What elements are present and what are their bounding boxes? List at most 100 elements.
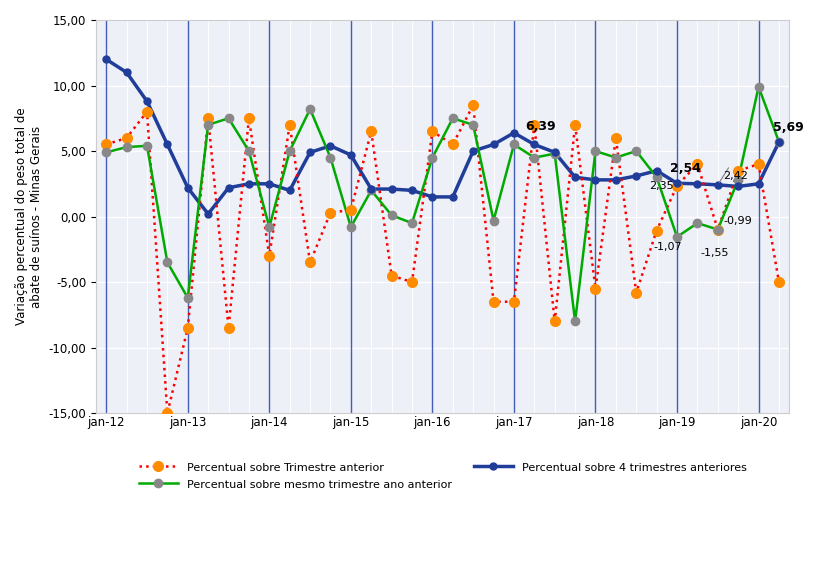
- Percentual sobre 4 trimestres anteriores: [102, 56, 111, 62]
- Text: 2,42: 2,42: [722, 171, 747, 181]
- Percentual sobre 4 trimestres anteriores: [447, 194, 457, 200]
- Percentual sobre mesmo trimestre ano anterior: [529, 154, 539, 161]
- Percentual sobre mesmo trimestre ano anterior: [346, 224, 355, 230]
- Y-axis label: Variação percentual do peso total de
abate de suínos - Minas Gerais: Variação percentual do peso total de aba…: [15, 108, 43, 325]
- Percentual sobre 4 trimestres anteriores: [773, 138, 783, 145]
- Percentual sobre 4 trimestres anteriores: [162, 141, 172, 148]
- Percentual sobre mesmo trimestre ano anterior: [284, 148, 294, 154]
- Percentual sobre Trimestre anterior: [509, 298, 518, 305]
- Percentual sobre Trimestre anterior: [631, 289, 640, 296]
- Percentual sobre Trimestre anterior: [142, 108, 152, 115]
- Percentual sobre mesmo trimestre ano anterior: [406, 220, 416, 226]
- Percentual sobre mesmo trimestre ano anterior: [121, 144, 131, 150]
- Percentual sobre mesmo trimestre ano anterior: [773, 138, 783, 145]
- Percentual sobre mesmo trimestre ano anterior: [244, 148, 254, 154]
- Percentual sobre 4 trimestres anteriores: [203, 211, 213, 217]
- Percentual sobre Trimestre anterior: [244, 115, 254, 122]
- Percentual sobre mesmo trimestre ano anterior: [732, 176, 742, 183]
- Percentual sobre mesmo trimestre ano anterior: [447, 115, 457, 122]
- Percentual sobre 4 trimestres anteriores: [610, 176, 620, 183]
- Line: Percentual sobre Trimestre anterior: Percentual sobre Trimestre anterior: [106, 105, 778, 413]
- Text: 6,39: 6,39: [524, 120, 555, 133]
- Percentual sobre Trimestre anterior: [732, 167, 742, 174]
- Percentual sobre Trimestre anterior: [203, 115, 213, 122]
- Percentual sobre 4 trimestres anteriores: [712, 181, 722, 188]
- Percentual sobre mesmo trimestre ano anterior: [692, 220, 702, 226]
- Percentual sobre Trimestre anterior: [447, 141, 457, 148]
- Percentual sobre Trimestre anterior: [162, 410, 172, 417]
- Percentual sobre 4 trimestres anteriores: [692, 180, 702, 187]
- Percentual sobre mesmo trimestre ano anterior: [203, 122, 213, 128]
- Text: 2,54: 2,54: [669, 162, 700, 175]
- Percentual sobre 4 trimestres anteriores: [672, 180, 681, 187]
- Percentual sobre 4 trimestres anteriores: [509, 129, 518, 136]
- Percentual sobre mesmo trimestre ano anterior: [183, 294, 192, 301]
- Percentual sobre 4 trimestres anteriores: [569, 174, 579, 181]
- Percentual sobre mesmo trimestre ano anterior: [142, 142, 152, 149]
- Percentual sobre 4 trimestres anteriores: [406, 187, 416, 194]
- Text: -1,07: -1,07: [653, 242, 681, 252]
- Percentual sobre mesmo trimestre ano anterior: [224, 115, 233, 122]
- Percentual sobre mesmo trimestre ano anterior: [672, 234, 681, 240]
- Percentual sobre 4 trimestres anteriores: [387, 186, 396, 193]
- Text: 2,35: 2,35: [649, 181, 673, 190]
- Percentual sobre 4 trimestres anteriores: [183, 184, 192, 191]
- Percentual sobre Trimestre anterior: [590, 285, 600, 292]
- Percentual sobre Trimestre anterior: [753, 161, 762, 168]
- Percentual sobre mesmo trimestre ano anterior: [610, 154, 620, 161]
- Percentual sobre Trimestre anterior: [773, 279, 783, 285]
- Percentual sobre mesmo trimestre ano anterior: [590, 148, 600, 154]
- Percentual sobre mesmo trimestre ano anterior: [468, 122, 477, 128]
- Percentual sobre 4 trimestres anteriores: [631, 173, 640, 180]
- Percentual sobre Trimestre anterior: [427, 128, 437, 135]
- Percentual sobre Trimestre anterior: [529, 122, 539, 128]
- Percentual sobre 4 trimestres anteriores: [488, 141, 498, 148]
- Percentual sobre mesmo trimestre ano anterior: [387, 212, 396, 218]
- Percentual sobre Trimestre anterior: [121, 135, 131, 141]
- Percentual sobre Trimestre anterior: [610, 135, 620, 141]
- Percentual sobre mesmo trimestre ano anterior: [712, 226, 722, 233]
- Percentual sobre 4 trimestres anteriores: [284, 187, 294, 194]
- Percentual sobre 4 trimestres anteriores: [346, 151, 355, 158]
- Percentual sobre mesmo trimestre ano anterior: [631, 148, 640, 154]
- Line: Percentual sobre mesmo trimestre ano anterior: Percentual sobre mesmo trimestre ano ant…: [106, 87, 778, 321]
- Percentual sobre mesmo trimestre ano anterior: [549, 150, 559, 157]
- Legend: Percentual sobre Trimestre anterior, Percentual sobre mesmo trimestre ano anteri: Percentual sobre Trimestre anterior, Per…: [134, 457, 750, 494]
- Percentual sobre Trimestre anterior: [387, 272, 396, 279]
- Percentual sobre 4 trimestres anteriores: [325, 142, 335, 149]
- Percentual sobre 4 trimestres anteriores: [121, 69, 131, 76]
- Percentual sobre mesmo trimestre ano anterior: [569, 318, 579, 325]
- Percentual sobre 4 trimestres anteriores: [549, 149, 559, 156]
- Percentual sobre Trimestre anterior: [366, 128, 376, 135]
- Percentual sobre Trimestre anterior: [651, 227, 661, 234]
- Percentual sobre Trimestre anterior: [346, 207, 355, 213]
- Text: -1,55: -1,55: [699, 248, 728, 258]
- Percentual sobre 4 trimestres anteriores: [224, 184, 233, 191]
- Percentual sobre mesmo trimestre ano anterior: [753, 83, 762, 90]
- Percentual sobre 4 trimestres anteriores: [427, 194, 437, 200]
- Percentual sobre 4 trimestres anteriores: [590, 176, 600, 183]
- Percentual sobre 4 trimestres anteriores: [244, 180, 254, 187]
- Percentual sobre 4 trimestres anteriores: [305, 149, 314, 156]
- Percentual sobre Trimestre anterior: [224, 325, 233, 332]
- Text: 5,69: 5,69: [772, 121, 803, 134]
- Percentual sobre 4 trimestres anteriores: [366, 186, 376, 193]
- Percentual sobre Trimestre anterior: [264, 253, 274, 260]
- Percentual sobre mesmo trimestre ano anterior: [488, 217, 498, 224]
- Percentual sobre mesmo trimestre ano anterior: [162, 259, 172, 266]
- Percentual sobre 4 trimestres anteriores: [732, 183, 742, 190]
- Percentual sobre Trimestre anterior: [712, 226, 722, 233]
- Percentual sobre Trimestre anterior: [102, 141, 111, 148]
- Percentual sobre mesmo trimestre ano anterior: [264, 224, 274, 230]
- Percentual sobre mesmo trimestre ano anterior: [102, 149, 111, 156]
- Percentual sobre Trimestre anterior: [692, 161, 702, 168]
- Percentual sobre 4 trimestres anteriores: [529, 141, 539, 148]
- Percentual sobre Trimestre anterior: [569, 122, 579, 128]
- Percentual sobre mesmo trimestre ano anterior: [651, 174, 661, 181]
- Percentual sobre 4 trimestres anteriores: [651, 167, 661, 174]
- Percentual sobre Trimestre anterior: [284, 122, 294, 128]
- Percentual sobre Trimestre anterior: [549, 318, 559, 325]
- Text: -0,99: -0,99: [722, 216, 751, 226]
- Percentual sobre Trimestre anterior: [325, 209, 335, 216]
- Percentual sobre 4 trimestres anteriores: [753, 180, 762, 187]
